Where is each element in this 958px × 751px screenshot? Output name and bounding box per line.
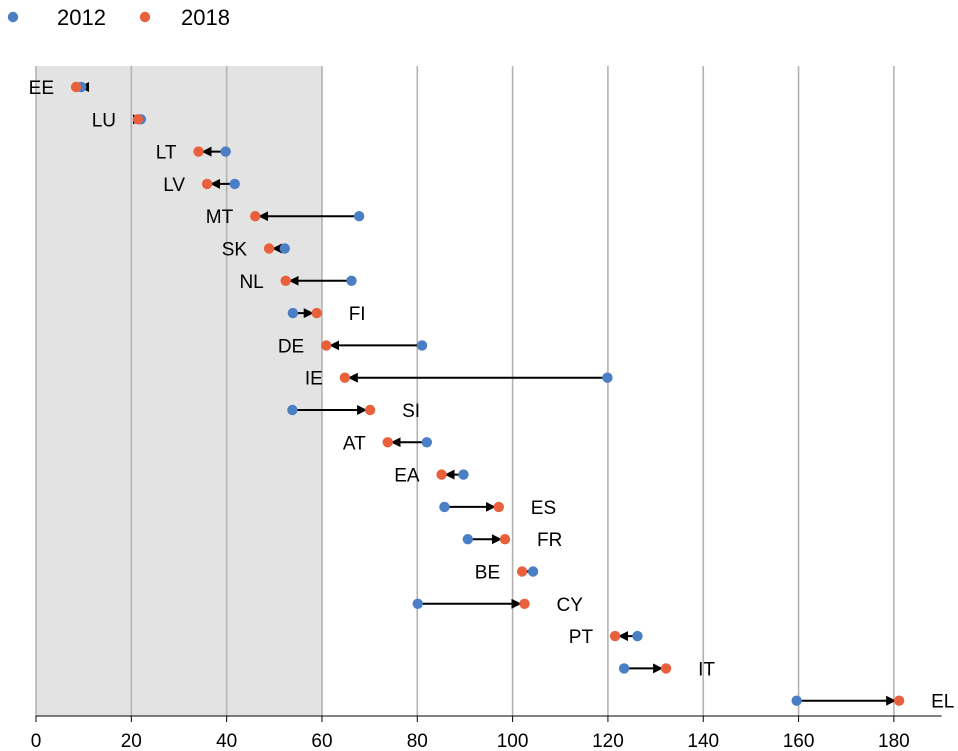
point-2012-mt — [353, 211, 365, 222]
x-tick-label-20: 20 — [121, 731, 142, 751]
point-2018-fi — [311, 307, 322, 319]
point-2012-fi — [287, 307, 299, 319]
point-2012-si — [287, 404, 298, 416]
point-2012-ea — [458, 469, 469, 480]
x-tick-label-160: 160 — [783, 731, 815, 751]
point-2018-ee — [70, 81, 82, 93]
country-label-ie: IE — [305, 369, 323, 390]
point-2018-el — [893, 695, 905, 706]
country-label-be: BE — [475, 563, 500, 584]
row-at: AT — [343, 433, 433, 454]
point-2018-at — [382, 437, 393, 448]
point-2012-at — [421, 437, 433, 448]
shaded-region-layer — [36, 66, 322, 716]
row-cy: CY — [412, 595, 584, 616]
country-label-at: AT — [343, 433, 366, 454]
row-mt: MT — [206, 207, 365, 228]
x-tick-label-60: 60 — [311, 731, 332, 751]
x-axis: 0 20 40 60 80 100 120 140 160 180 — [31, 715, 942, 751]
point-2018-lu — [132, 114, 144, 125]
row-ea: EA — [394, 466, 469, 487]
x-tick-label-40: 40 — [216, 731, 237, 751]
legend-marker-2012 — [7, 11, 19, 23]
row-de: DE — [278, 336, 428, 357]
legend-label-2018: 2018 — [181, 5, 230, 30]
country-label-mt: MT — [206, 207, 234, 228]
point-2012-cy — [412, 598, 423, 609]
point-2012-lt — [220, 146, 231, 157]
country-label-lv: LV — [163, 175, 185, 196]
row-ie: IE — [305, 369, 613, 390]
point-2018-it — [660, 663, 672, 674]
point-2018-lv — [201, 178, 213, 190]
row-lu: LU — [92, 110, 147, 131]
row-es: ES — [439, 498, 556, 519]
row-be: BE — [475, 563, 539, 584]
row-nl: NL — [239, 272, 357, 293]
point-2018-pt — [609, 630, 621, 642]
country-label-nl: NL — [239, 272, 263, 293]
point-2012-de — [416, 340, 428, 351]
point-2012-sk — [279, 243, 290, 254]
country-label-de: DE — [278, 336, 304, 357]
country-label-lt: LT — [156, 143, 177, 164]
country-label-it: IT — [698, 659, 715, 680]
legend-label-2012: 2012 — [57, 5, 106, 30]
country-label-fi: FI — [349, 304, 366, 325]
row-sk: SK — [222, 240, 290, 261]
country-label-el: EL — [931, 692, 954, 713]
country-label-pt: PT — [569, 627, 594, 648]
point-2018-de — [321, 340, 332, 351]
point-2018-ea — [436, 469, 447, 480]
point-2012-ie — [602, 372, 613, 383]
x-tick-label-120: 120 — [592, 731, 624, 751]
x-tick-label-0: 0 — [31, 731, 42, 751]
point-2018-es — [493, 501, 504, 513]
country-label-lu: LU — [92, 110, 116, 131]
country-label-si: SI — [402, 401, 420, 422]
point-2018-be — [516, 566, 528, 577]
legend-marker-2018 — [139, 11, 151, 23]
point-2018-nl — [280, 275, 291, 286]
country-label-ea: EA — [394, 466, 420, 487]
point-2018-mt — [250, 211, 261, 222]
x-tick-label-140: 140 — [687, 731, 719, 751]
x-tick-label-100: 100 — [497, 731, 529, 751]
gridlines-layer — [35, 66, 895, 716]
row-it: IT — [618, 659, 715, 680]
row-el: EL — [791, 692, 954, 713]
point-2018-fr — [499, 534, 511, 545]
row-si: SI — [287, 401, 420, 422]
country-label-ee: EE — [29, 78, 54, 99]
row-fr: FR — [462, 530, 562, 551]
point-2012-fr — [462, 534, 473, 545]
x-tick-label-180: 180 — [878, 731, 910, 751]
shaded-region — [36, 66, 322, 716]
point-2012-es — [439, 501, 450, 513]
point-2012-nl — [346, 275, 357, 286]
point-2012-pt — [632, 630, 643, 642]
country-label-es: ES — [531, 498, 556, 519]
point-2018-ie — [339, 372, 351, 383]
country-label-sk: SK — [222, 240, 248, 261]
point-2018-cy — [519, 598, 530, 609]
row-fi: FI — [287, 304, 366, 325]
legend: 2012 2018 — [7, 5, 230, 30]
row-lt: LT — [156, 143, 231, 164]
country-label-cy: CY — [557, 595, 584, 616]
country-label-fr: FR — [537, 530, 562, 551]
point-2018-lt — [193, 146, 204, 157]
point-2012-it — [618, 663, 630, 674]
point-2012-lv — [229, 178, 240, 190]
point-2012-el — [791, 695, 802, 706]
point-2018-sk — [263, 243, 275, 254]
point-2012-be — [527, 566, 539, 577]
x-tick-label-80: 80 — [407, 731, 428, 751]
row-pt: PT — [569, 627, 643, 648]
row-ee: EE — [29, 78, 90, 99]
row-lv: LV — [163, 175, 240, 196]
point-2018-si — [364, 404, 376, 416]
